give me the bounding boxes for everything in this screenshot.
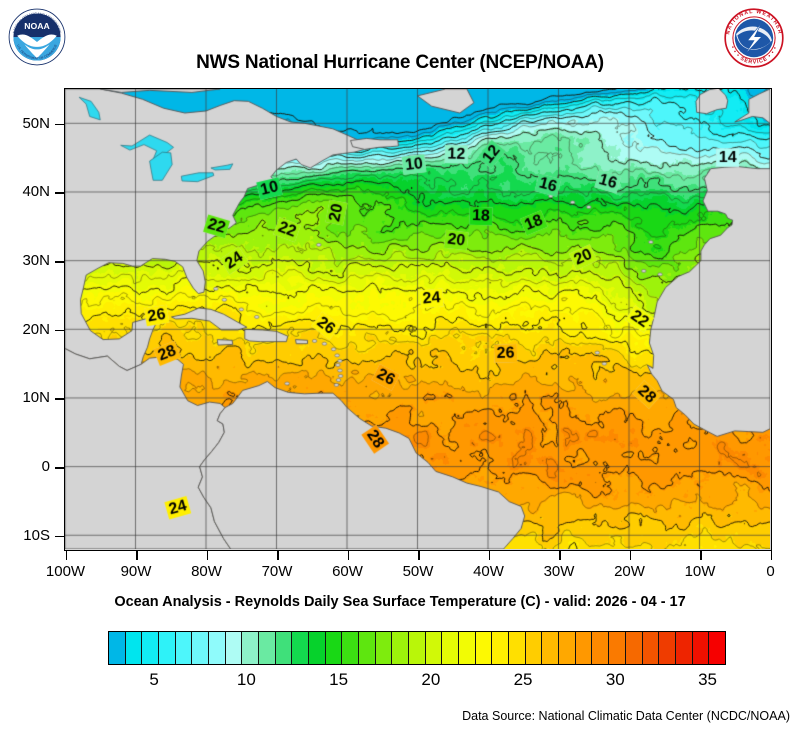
y-tick [55,192,64,194]
y-axis-label: 50N [22,114,50,132]
colorbar-band [409,632,426,664]
colorbar-band [475,632,493,664]
colorbar-band [309,632,326,664]
colorbar-band [559,632,576,664]
x-tick [770,551,772,560]
colorbar-band [109,632,126,664]
colorbar-band [142,632,160,664]
colorbar-band [425,632,443,664]
svg-text:NOAA: NOAA [24,21,50,31]
colorbar-band [709,632,725,664]
y-tick [55,261,64,263]
colorbar-band [459,632,476,664]
colorbar-band [692,632,710,664]
y-axis-label: 10N [22,389,50,407]
y-tick [55,123,64,126]
colorbar-band [675,632,693,664]
x-tick [700,551,702,560]
colorbar-band [492,632,510,664]
colorbar-tick-label: 5 [149,670,159,689]
colorbar-band [325,632,343,664]
colorbar-band [592,632,610,664]
x-tick [629,551,631,560]
y-tick [55,467,64,469]
data-source-footer: Data Source: National Climatic Data Cent… [462,709,790,723]
colorbar-band [242,632,260,664]
nws-logo: NATIONAL WEATHER • • • SERVICE • • • [724,8,784,68]
colorbar-band [442,632,460,664]
colorbar-band [659,632,676,664]
colorbar-tick-label: 10 [236,670,256,689]
y-tick [55,535,64,538]
x-tick [347,551,349,560]
colorbar-band [175,632,193,664]
x-axis-label: 10W [684,563,716,580]
colorbar-band [642,632,660,664]
sst-map-plot [64,88,772,551]
x-axis-label: 90W [120,563,152,580]
plot-subtitle: Ocean Analysis - Reynolds Daily Sea Surf… [114,594,686,610]
x-tick [65,551,67,560]
x-tick [136,551,138,560]
x-axis-label: 80W [191,563,222,580]
y-tick [55,329,64,332]
x-axis-label: 40W [473,563,504,580]
colorbar-band [292,632,310,664]
x-tick [488,551,490,560]
y-axis-label: 40N [22,183,50,201]
x-tick [418,551,420,560]
x-axis-label: 30W [543,563,575,580]
colorbar-band [525,632,543,664]
y-tick [55,398,64,400]
colorbar-tick-label: 15 [329,670,349,689]
colorbar-band [625,632,643,664]
colorbar-band [192,632,210,664]
colorbar-band [259,632,276,664]
colorbar-tick-label: 35 [698,670,717,689]
x-axis-label: 70W [261,563,293,580]
x-axis-label: 100W [45,563,86,580]
colorbar-band [375,632,393,664]
x-axis-label: 20W [614,563,645,580]
x-axis-label: 0 [766,563,775,580]
colorbar [108,631,726,665]
colorbar-band [575,632,593,664]
sst-heatmap-canvas [65,89,770,549]
x-axis-label: 50W [402,563,434,580]
x-tick [277,551,279,560]
colorbar-band [392,632,410,664]
noaa-logo: NOAA NATIONAL OCEANIC AND ATMOSPHERIC U.… [8,8,66,66]
page-title: NWS National Hurricane Center (NCEP/NOAA… [196,52,604,73]
colorbar-tick-label: 20 [421,670,441,689]
colorbar-band [609,632,626,664]
colorbar-band [342,632,360,664]
x-tick [559,551,561,560]
colorbar-band [542,632,560,664]
x-axis-label: 60W [332,563,363,580]
y-axis-label: 20N [22,320,50,338]
y-axis-label: 30N [22,252,50,270]
colorbar-band [209,632,226,664]
colorbar-band [275,632,293,664]
y-axis-label: 0 [41,458,50,476]
colorbar-band [225,632,243,664]
x-tick [206,551,208,560]
y-axis-label: 10S [23,526,50,544]
colorbar-band [159,632,176,664]
colorbar-tick-label: 25 [513,670,533,689]
colorbar-tick-label: 30 [605,670,625,689]
colorbar-band [125,632,143,664]
colorbar-band [509,632,526,664]
colorbar-band [359,632,376,664]
